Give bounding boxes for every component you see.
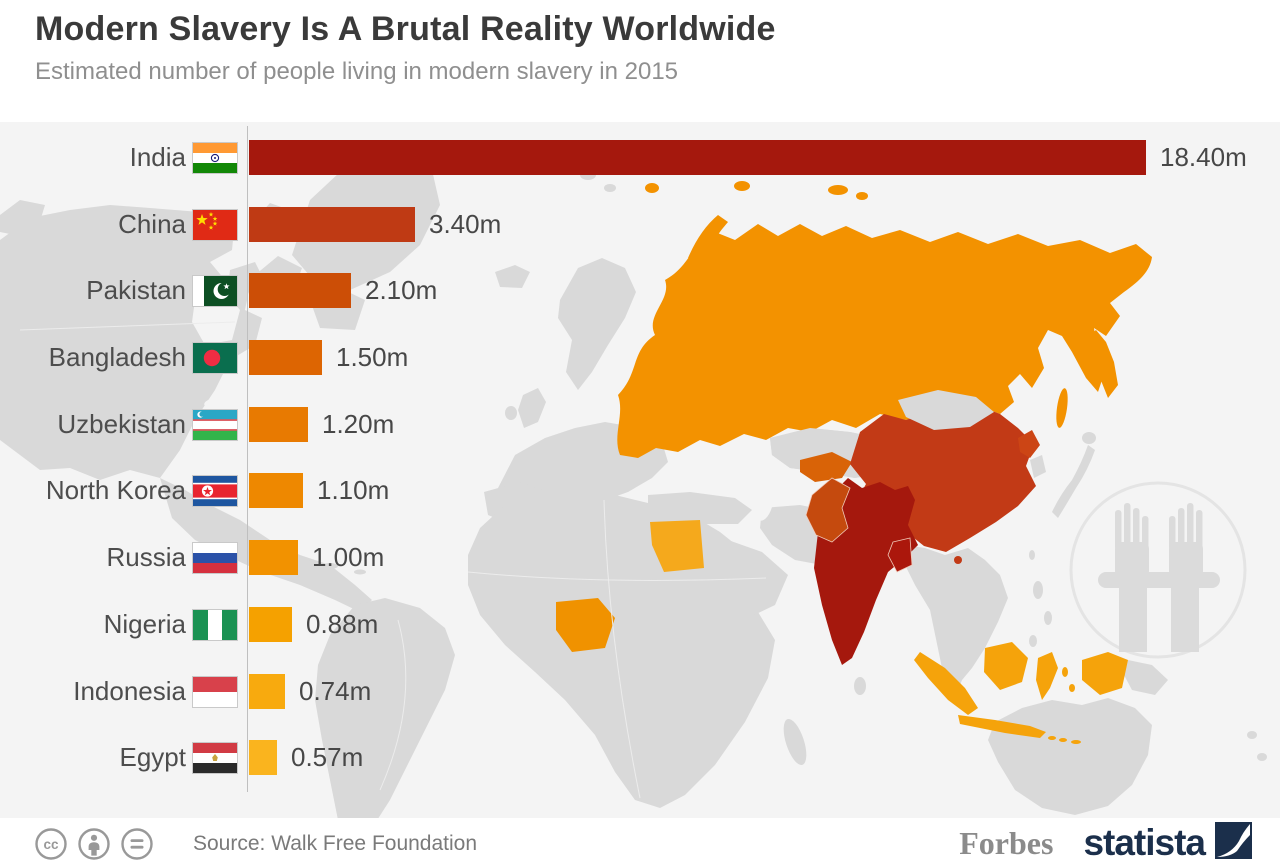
chart-row: Russia 1.00m [0, 540, 384, 575]
bar [249, 607, 292, 642]
cc-icon[interactable]: cc [34, 827, 68, 866]
highlight-group [556, 181, 1152, 744]
bar [249, 407, 308, 442]
map-country-bangladesh [887, 537, 913, 573]
india-flag-icon [192, 141, 238, 174]
map-country-pakistan [805, 477, 851, 543]
country-label: Pakistan [86, 275, 186, 305]
license-icons: cc [34, 827, 154, 866]
north-korea-flag-icon [192, 474, 238, 507]
map-country-north-korea [1018, 430, 1040, 458]
header: Modern Slavery Is A Brutal Reality World… [35, 10, 776, 86]
map-country-nigeria [556, 598, 615, 652]
country-borders [19, 321, 767, 799]
chart-row: Nigeria 0.88m [0, 607, 378, 642]
chart-row: North Korea 1.10m [0, 473, 389, 508]
value-label: 2.10m [365, 275, 438, 305]
equals-icon[interactable] [120, 827, 154, 866]
russian-arctic-islands [645, 181, 1118, 428]
nigeria-flag-icon [192, 608, 238, 641]
bangladesh-flag-icon [192, 341, 238, 374]
map-region-mongolia [898, 390, 994, 430]
map-country-russia [617, 224, 1152, 458]
source-credit: Source: Walk Free Foundation [193, 832, 478, 855]
footer: cc Source: Walk Free Foundation Forbes s… [0, 818, 1280, 868]
brand-logos: Forbes statista [959, 818, 1252, 868]
china-flag-icon [192, 208, 238, 241]
forbes-logo[interactable]: Forbes [959, 824, 1054, 861]
chart-row: Uzbekistan 1.20m [0, 407, 394, 442]
bar [249, 140, 1146, 175]
bar [249, 207, 415, 242]
page-title: Modern Slavery Is A Brutal Reality World… [35, 10, 776, 48]
statista-mark-icon [1215, 822, 1252, 864]
country-label: Nigeria [103, 609, 186, 639]
pakistan-flag-icon [192, 274, 238, 307]
value-label: 1.10m [317, 475, 390, 505]
indonesia-flag-icon [192, 675, 238, 708]
country-label: Uzbekistan [57, 409, 186, 439]
country-label: Egypt [119, 742, 187, 772]
bar [249, 740, 277, 775]
bar [249, 540, 298, 575]
country-label: China [118, 209, 186, 239]
egypt-flag-icon [192, 741, 238, 774]
chart-row: India 18.40m [0, 140, 1247, 175]
bar [249, 674, 285, 709]
statista-wordmark: statista [1083, 822, 1206, 863]
country-label: Russia [106, 542, 186, 572]
value-label: 0.88m [306, 609, 379, 639]
value-label: 0.74m [299, 676, 372, 706]
chart-row: Indonesia 0.74m [0, 674, 371, 709]
chart-row: Pakistan 2.10m [0, 273, 437, 308]
uzbekistan-flag-icon [192, 408, 238, 441]
chart-row: Egypt 0.57m [0, 740, 363, 775]
russia-flag-icon [192, 541, 238, 574]
bar [249, 473, 303, 508]
country-label: India [129, 142, 186, 172]
country-label: Indonesia [73, 676, 186, 706]
country-label: North Korea [45, 475, 186, 505]
value-label: 18.40m [1160, 142, 1247, 172]
page-subtitle: Estimated number of people living in mod… [35, 58, 679, 85]
shackled-hands-watermark-icon [1069, 481, 1247, 659]
chart-row: China 3.40m [0, 207, 501, 242]
svg-text:cc: cc [43, 837, 59, 852]
value-label: 0.57m [291, 742, 364, 772]
map-country-indonesia [914, 642, 1128, 744]
chart-row: Bangladesh 1.50m [0, 340, 408, 375]
bar [249, 273, 351, 308]
bar [249, 340, 322, 375]
value-label: 3.40m [429, 209, 502, 239]
axis-baseline [247, 126, 248, 792]
value-label: 1.50m [336, 342, 409, 372]
map-country-uzbekistan [800, 452, 852, 482]
country-label: Bangladesh [48, 342, 186, 372]
map-region-hainan [954, 556, 962, 564]
value-label: 1.20m [322, 409, 395, 439]
statista-logo[interactable]: statista [1083, 822, 1252, 864]
attribution-person-icon[interactable] [77, 827, 111, 866]
map-country-egypt [650, 520, 704, 572]
value-label: 1.00m [312, 542, 385, 572]
